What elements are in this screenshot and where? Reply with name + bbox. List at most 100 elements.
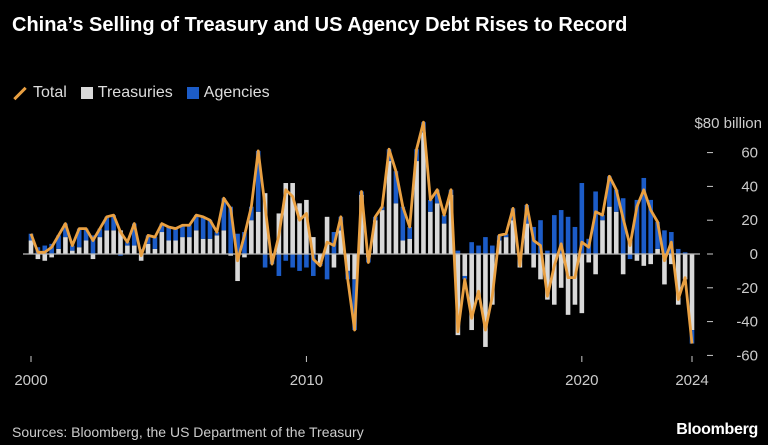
treasuries-bar	[145, 243, 151, 254]
treasuries-bar	[63, 237, 68, 254]
y-tick-label: 0	[750, 246, 758, 263]
treasuries-bar	[338, 230, 344, 254]
treasuries-bar	[600, 220, 605, 254]
treasuries-bar	[97, 237, 103, 254]
agencies-bar	[517, 252, 523, 254]
treasuries-bar	[242, 254, 247, 258]
agencies-bar	[242, 232, 247, 254]
agencies-bar	[159, 223, 165, 233]
agencies-bar	[200, 216, 206, 239]
treasuries-bar	[331, 254, 337, 268]
treasuries-bar	[538, 254, 543, 280]
x-tick-label: 2000	[14, 372, 47, 389]
agencies-bar	[180, 225, 185, 238]
y-unit-label: $80 billion	[694, 115, 762, 132]
agencies-bar	[545, 250, 550, 254]
agencies-bar	[173, 228, 178, 241]
treasuries-bar	[193, 230, 199, 254]
x-tick-label: 2020	[565, 372, 598, 389]
y-tick-label: -40	[736, 314, 758, 331]
treasuries-bar	[627, 240, 633, 254]
agencies-bar	[63, 223, 68, 238]
agencies-bar	[503, 233, 509, 238]
treasuries-bar	[214, 235, 220, 254]
treasuries-bar	[593, 254, 598, 275]
treasuries-bar	[455, 254, 461, 336]
treasuries-bar	[393, 203, 399, 254]
treasuries-bar	[669, 254, 674, 265]
agencies-bar	[469, 242, 474, 254]
agencies-bar	[228, 206, 233, 254]
agencies-bar	[600, 215, 605, 221]
agencies-bar	[675, 248, 681, 254]
agencies-bar	[393, 171, 399, 204]
agencies-bar	[648, 199, 653, 254]
agencies-bar	[490, 245, 495, 254]
treasuries-bar	[228, 254, 233, 256]
agencies-bar	[428, 199, 433, 212]
legend-label: Treasuries	[97, 84, 173, 101]
treasuries-bar	[283, 183, 289, 254]
agencies-bar	[42, 245, 48, 254]
treasuries-bar	[483, 254, 488, 347]
treasuries-bar	[28, 240, 34, 254]
treasuries-bar	[249, 220, 254, 254]
treasuries-bar	[689, 254, 695, 331]
treasuries-bar	[448, 194, 454, 254]
agencies-bar	[441, 215, 447, 224]
agencies-bar	[483, 237, 488, 254]
treasuries-bar	[490, 254, 495, 305]
treasuries-bar	[235, 254, 240, 282]
treasuries-bar	[152, 248, 158, 254]
agencies-bar	[324, 254, 330, 280]
agencies-bar	[118, 254, 123, 256]
treasuries-bar	[634, 254, 640, 261]
legend-label: Agencies	[203, 84, 270, 101]
treasuries-bar	[469, 254, 474, 331]
treasuries-bar	[131, 245, 137, 254]
agencies-bar	[125, 242, 130, 246]
agencies-bar	[572, 226, 578, 254]
agencies-bar	[276, 254, 282, 276]
agencies-bar	[255, 150, 261, 212]
treasuries-bar	[166, 240, 172, 254]
agencies-bar	[304, 254, 309, 268]
treasuries-bar	[262, 193, 268, 254]
treasuries-bar	[510, 220, 516, 254]
agencies-bar	[682, 252, 688, 254]
agencies-bar	[476, 245, 481, 254]
agencies-bar	[613, 189, 619, 212]
treasuries-bar	[159, 232, 165, 254]
agencies-bar	[455, 250, 461, 254]
agencies-bar	[579, 183, 585, 254]
agencies-bar	[400, 206, 406, 241]
treasuries-bar	[125, 245, 130, 254]
treasuries-bar	[400, 240, 406, 254]
treasuries-bar	[180, 237, 185, 254]
agencies-bar	[290, 254, 295, 268]
total-line	[29, 120, 694, 344]
treasuries-bar	[173, 240, 178, 254]
agencies-bar	[76, 228, 82, 248]
agencies-bar	[565, 216, 571, 254]
agencies-bar	[641, 177, 647, 254]
agencies-bar	[662, 230, 667, 254]
treasuries-bar	[586, 254, 592, 263]
agencies-bar	[593, 191, 598, 254]
treasuries-bar	[572, 254, 578, 305]
treasuries-bar	[104, 230, 110, 254]
treasuries-bar	[441, 223, 447, 254]
treasuries-bar	[421, 132, 426, 254]
treasuries-bar	[613, 211, 619, 254]
legend-item-total: Total	[12, 84, 67, 102]
treasuries-bar	[324, 216, 330, 254]
treasuries-bar	[345, 254, 351, 271]
treasuries-bar	[187, 237, 192, 254]
treasuries-bar	[70, 250, 75, 254]
treasuries-bar	[379, 210, 385, 254]
treasuries-bar	[434, 203, 440, 254]
treasuries-bar	[620, 254, 626, 275]
treasuries-bar	[359, 194, 364, 254]
treasuries-bar	[414, 161, 419, 254]
agencies-bar	[111, 215, 116, 231]
